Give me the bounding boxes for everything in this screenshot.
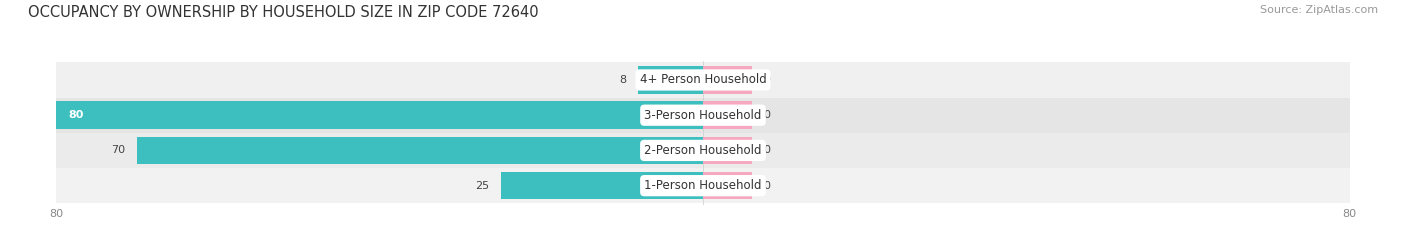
Bar [56,62,1350,98]
Text: Source: ZipAtlas.com: Source: ZipAtlas.com [1260,5,1378,15]
Text: 8: 8 [619,75,626,85]
Bar [56,168,1350,203]
Text: 25: 25 [475,181,489,191]
Bar [703,66,752,94]
Text: 0: 0 [763,145,770,155]
Bar [136,137,703,164]
Bar [638,66,703,94]
Text: 4+ Person Household: 4+ Person Household [640,73,766,86]
Bar [703,101,752,129]
Text: 1-Person Household: 1-Person Household [644,179,762,192]
Text: 0: 0 [763,110,770,120]
Text: 0: 0 [763,181,770,191]
Text: 3-Person Household: 3-Person Household [644,109,762,122]
Text: OCCUPANCY BY OWNERSHIP BY HOUSEHOLD SIZE IN ZIP CODE 72640: OCCUPANCY BY OWNERSHIP BY HOUSEHOLD SIZE… [28,5,538,20]
Bar [703,172,752,199]
Text: 0: 0 [763,75,770,85]
Bar [501,172,703,199]
Bar [56,101,703,129]
Text: 70: 70 [111,145,125,155]
Text: 80: 80 [69,110,84,120]
Bar [703,137,752,164]
Text: 2-Person Household: 2-Person Household [644,144,762,157]
Bar [56,98,1350,133]
Bar [56,133,1350,168]
